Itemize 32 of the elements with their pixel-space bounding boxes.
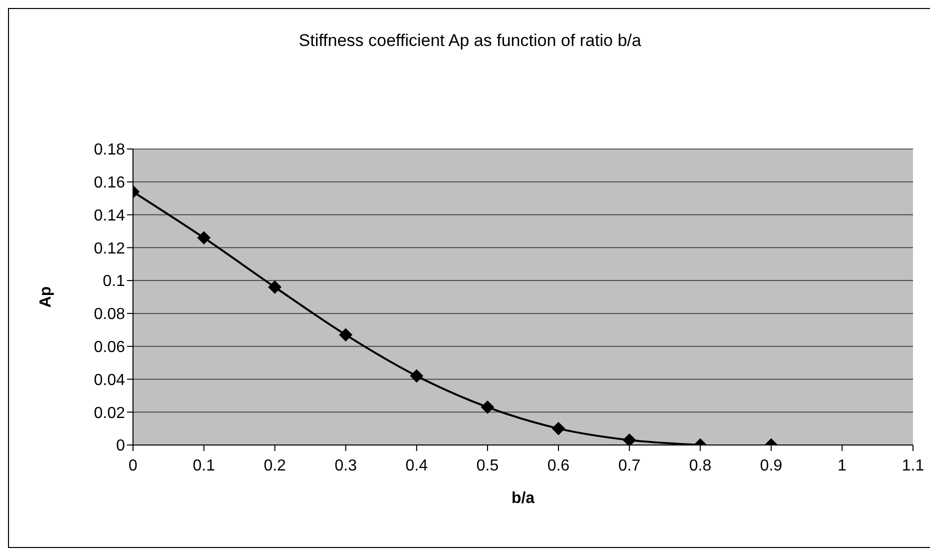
x-tick-label: 0.9 [760, 457, 782, 474]
chart-title: Stiffness coefficient Ap as function of ratio b/a [298, 31, 642, 51]
y-tick-label: 0.14 [94, 207, 126, 224]
point [410, 369, 424, 382]
point [552, 422, 565, 436]
y-tick-label: 0.02 [94, 404, 126, 422]
x-tick-label: 0.5 [476, 457, 499, 474]
x-tick-label: 1 [838, 457, 847, 474]
y-tick-label: 0.16 [94, 174, 126, 192]
x-tick-label: 0.2 [264, 457, 286, 474]
y-tick-label: 0.1 [102, 273, 126, 290]
y-tick-label: 0.06 [94, 339, 126, 356]
y-tick-label: 0.08 [94, 306, 126, 324]
x-tick-label: 0.3 [334, 457, 357, 474]
x-tick-label: 0.1 [192, 457, 216, 474]
x-tick-label: 0.8 [689, 457, 712, 474]
y-axis-title: Ap [38, 286, 55, 308]
y-tick-label: 0.12 [94, 240, 126, 258]
y-tick-label: 0 [116, 438, 126, 455]
point [622, 434, 636, 445]
x-tick-label: 0 [128, 457, 138, 474]
x-tick-label: 0.7 [618, 457, 641, 474]
point [481, 400, 494, 414]
x-tick-label: 0.4 [406, 457, 428, 474]
y-tick-label: 0.18 [94, 142, 126, 159]
y-tick-label: 0.04 [94, 372, 126, 389]
point [339, 328, 352, 342]
point [268, 280, 282, 294]
x-tick-label: 1.1 [902, 457, 924, 474]
x-tick-label: 0.6 [547, 457, 570, 474]
point [197, 231, 210, 244]
x-axis-title: b/a [511, 490, 535, 507]
